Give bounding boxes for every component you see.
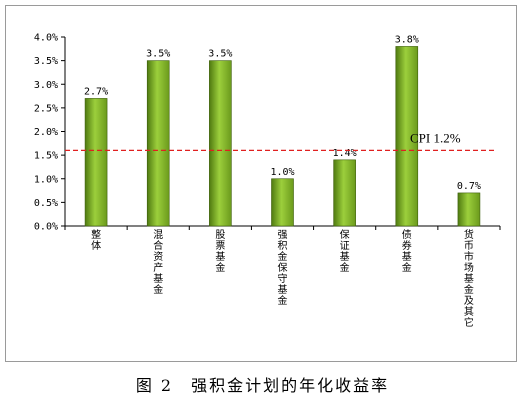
bar [146,60,170,227]
y-tick-label: 2.0% [34,127,58,138]
data-label: 2.7% [84,86,108,97]
x-category-label: 保证基金 [340,228,350,274]
bar [271,178,294,227]
y-tick-label: 1.5% [34,151,58,162]
x-category-label: 货币市场基金及其它 [464,228,474,329]
y-tick-label: 3.5% [34,56,58,67]
bar [333,159,356,227]
y-tick-label: 0.5% [34,198,58,209]
chart-frame [5,5,517,362]
cpi-reference-label: CPI 1.2% [410,130,461,145]
data-label: 1.4% [333,148,357,159]
bar-chart: 0.0% 0.5% 1.0% 1.5% 2.0% 2.5% 3.0% 3.5% 4.0% 2.7%… [34,33,501,329]
x-category-label: 强积金保守基金 [278,229,288,307]
bar [457,192,481,227]
y-tick-label: 2.5% [34,103,58,114]
y-tick-label: 0.0% [34,222,58,233]
x-category-label: 股票基金 [215,229,225,274]
y-tick-label: 1.0% [34,174,58,185]
data-label: 1.0% [270,167,294,178]
x-category-label: 整体 [91,228,101,252]
bar [395,46,419,227]
y-tick-label: 3.0% [34,80,58,91]
bar [84,98,108,227]
figure-number: 图 2 [135,376,174,395]
x-category-label: 债券基金 [402,228,412,274]
x-category-label: 混合资产基金 [153,229,163,296]
figure-caption: 图 2 强积金计划的年化收益率 [0,372,525,396]
data-label: 3.5% [146,49,170,60]
data-label: 0.7% [457,181,481,192]
y-tick-label: 4.0% [34,33,58,44]
bar [209,60,232,227]
data-label: 3.8% [395,34,419,45]
figure-title: 强积金计划的年化收益率 [191,376,390,395]
data-label: 3.5% [208,49,232,60]
